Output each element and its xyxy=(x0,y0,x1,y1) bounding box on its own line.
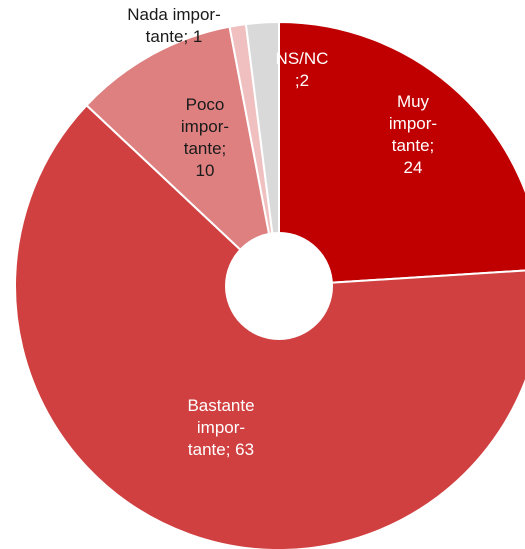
slice-poco-importante xyxy=(85,25,281,289)
donut-hole xyxy=(225,232,333,340)
data-label-bastante-importante: Bastante impor-tante; 63 xyxy=(187,396,254,459)
data-label-muy-importante: Muy impor-tante; 24 xyxy=(389,92,437,177)
data-label-poco-importante: Poco impor-tante; 10 xyxy=(181,95,229,180)
slice-muy-importante xyxy=(278,20,525,288)
data-label-nada-importante: Nada impor-tante; 1 xyxy=(127,5,221,46)
data-label-ns-nc: NS/NC ;2 xyxy=(276,49,329,90)
chart-labels: Muy impor-tante; 24 Bastante impor-tante; 63… xyxy=(127,5,437,459)
slice-ns-nc xyxy=(244,20,280,287)
